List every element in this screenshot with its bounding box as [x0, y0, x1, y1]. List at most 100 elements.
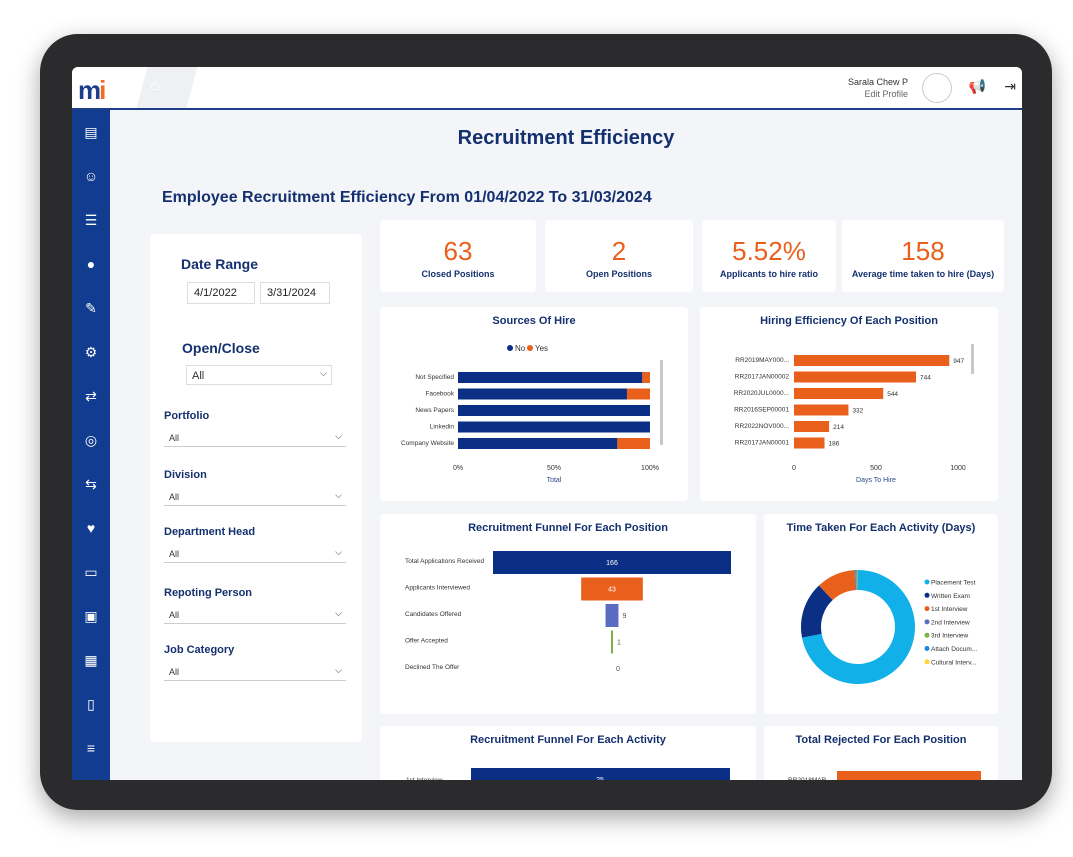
sources-of-hire-chart: Sources Of Hire No Yes Not Specified Faceboo… [380, 307, 688, 501]
page-title: Recruitment Efficiency [457, 127, 675, 149]
chevron-down-icon: ⌵ [335, 431, 342, 441]
chevron-down-icon: ⌵ [335, 665, 342, 675]
category-label: Linkedin [430, 424, 455, 431]
chart-title: Recruitment Funnel For Each Position [468, 522, 668, 534]
data-label: 166 [606, 560, 618, 567]
data-label: 0 [616, 666, 620, 673]
transfer-icon[interactable]: ⇄ [85, 388, 97, 404]
hiring-efficiency-chart: Hiring Efficiency Of Each Position RR2019… [700, 307, 998, 501]
logout-icon[interactable]: ⇥ [1004, 78, 1016, 94]
chevron-down-icon: ⌵ [335, 490, 342, 500]
legend-label: 2nd Interview [931, 619, 970, 626]
filter-dropdown[interactable]: All ⌵ [164, 429, 346, 447]
edit-icon[interactable]: ✎ [85, 300, 97, 316]
kpi-label: Open Positions [585, 269, 652, 279]
home-icon[interactable]: ⌂ [150, 77, 160, 94]
category-label: Candidates Offered [405, 611, 462, 618]
bar-no [458, 388, 627, 400]
legend-swatch [924, 632, 930, 638]
user-info: Sarala Chew P Edit Profile [848, 76, 908, 100]
funnel-bar [471, 768, 730, 780]
filter-value: All [169, 433, 180, 443]
open-close-dropdown[interactable]: All ⌵ [186, 365, 332, 385]
list-icon[interactable]: ☰ [84, 212, 98, 228]
bar [794, 371, 917, 383]
legend-label: Cultural Interv... [931, 659, 977, 666]
edit-profile-link[interactable]: Edit Profile [864, 89, 908, 99]
chevron-down-icon: ⌵ [320, 368, 327, 378]
transfer-user-icon[interactable]: ⇆ [85, 476, 97, 492]
employee-icon[interactable]: ☺ [83, 168, 99, 184]
bar [794, 404, 849, 416]
settings-user-icon[interactable]: ⚙ [84, 344, 98, 360]
data-label: 544 [887, 391, 898, 398]
legend-label: Attach Docum... [931, 646, 977, 653]
filter-value: All [169, 549, 180, 559]
donut-slice [855, 570, 858, 591]
chart-title: Hiring Efficiency Of Each Position [760, 315, 938, 327]
date-to-input[interactable]: 3/31/2024 [260, 282, 330, 304]
data-label: 214 [833, 424, 844, 431]
category-label: RR2017JAN00001 [735, 440, 790, 447]
x-tick: 1000 [950, 465, 966, 472]
legend-label: 1st Interview [931, 606, 968, 613]
avatar[interactable] [922, 73, 952, 103]
filter-label: Repoting Person [164, 587, 253, 599]
chart-title: Sources Of Hire [492, 315, 576, 327]
legend-swatch [924, 592, 930, 598]
page-subtitle: Employee Recruitment Efficiency From 01/… [162, 189, 652, 206]
heart-hand-icon[interactable]: ♥ [86, 520, 96, 536]
kpi-label: Applicants to hire ratio [719, 269, 818, 279]
data-label: 1 [617, 640, 621, 647]
data-label: 9 [622, 613, 626, 620]
bar-yes [642, 372, 650, 383]
category-label: Applicants Interviewed [405, 585, 470, 592]
cards-icon[interactable]: ▣ [84, 608, 98, 624]
category-label: News Papers [415, 407, 454, 414]
filter-dropdown[interactable]: All ⌵ [164, 606, 346, 624]
bar-yes [617, 438, 650, 449]
home-tab[interactable] [136, 67, 198, 108]
report-icon[interactable]: ▤ [84, 124, 98, 140]
legend-swatch-no [507, 345, 513, 351]
filter-panel: Date Range 4/1/2022 3/31/2024 Open/Close… [150, 234, 362, 742]
chart-title: Total Rejected For Each Position [795, 734, 967, 746]
legend-label: Placement Test [931, 580, 976, 587]
user-icon[interactable]: ● [86, 256, 96, 272]
document-icon[interactable]: ▯ [87, 696, 95, 712]
category-label: Facebook [425, 391, 454, 398]
legend-swatch [924, 659, 930, 665]
legend-swatch [924, 619, 930, 625]
megaphone-icon[interactable]: 📢 [968, 78, 986, 94]
logo: mi [78, 75, 106, 105]
funnel-bar [581, 577, 643, 601]
legend-label: No [515, 344, 526, 353]
legend-swatch [924, 606, 930, 612]
time-activity-chart: Time Taken For Each Activity (Days) Place… [764, 514, 998, 714]
category-label: Total Applications Received [405, 558, 485, 565]
filter-dropdown[interactable]: All ⌵ [164, 663, 346, 681]
data-label: 332 [852, 408, 863, 415]
fingerprint-icon[interactable]: ◎ [84, 432, 98, 448]
x-tick: 0 [792, 465, 796, 472]
data-label: 744 [920, 375, 931, 382]
category-label: RR2018MAR... [788, 777, 832, 780]
app-screen: mi ⌂ Sarala Chew P Edit Profile 📢 ⇥ ▤ ☺ ☰ ●… [72, 67, 1022, 780]
filter-dropdown[interactable]: All ⌵ [164, 488, 346, 506]
checklist-icon[interactable]: ≡ [86, 740, 96, 756]
bar-no [458, 438, 618, 449]
payment-icon[interactable]: ▭ [84, 564, 98, 580]
legend-swatch [924, 646, 930, 651]
kpi-value: 158 [901, 236, 945, 266]
category-label: RR2019MAY000... [735, 357, 789, 364]
bar [794, 421, 830, 432]
date-from-input[interactable]: 4/1/2022 [187, 282, 255, 304]
filter-dropdown[interactable]: All ⌵ [164, 545, 346, 563]
funnel-bar [611, 630, 613, 654]
donut-slice [854, 570, 857, 591]
kpi-label: Closed Positions [421, 269, 495, 279]
legend-label: Yes [535, 344, 548, 353]
x-axis-label: Days To Hire [856, 477, 896, 484]
chart-title: Recruitment Funnel For Each Activity [470, 734, 666, 746]
grid-icon[interactable]: ▦ [84, 652, 98, 668]
